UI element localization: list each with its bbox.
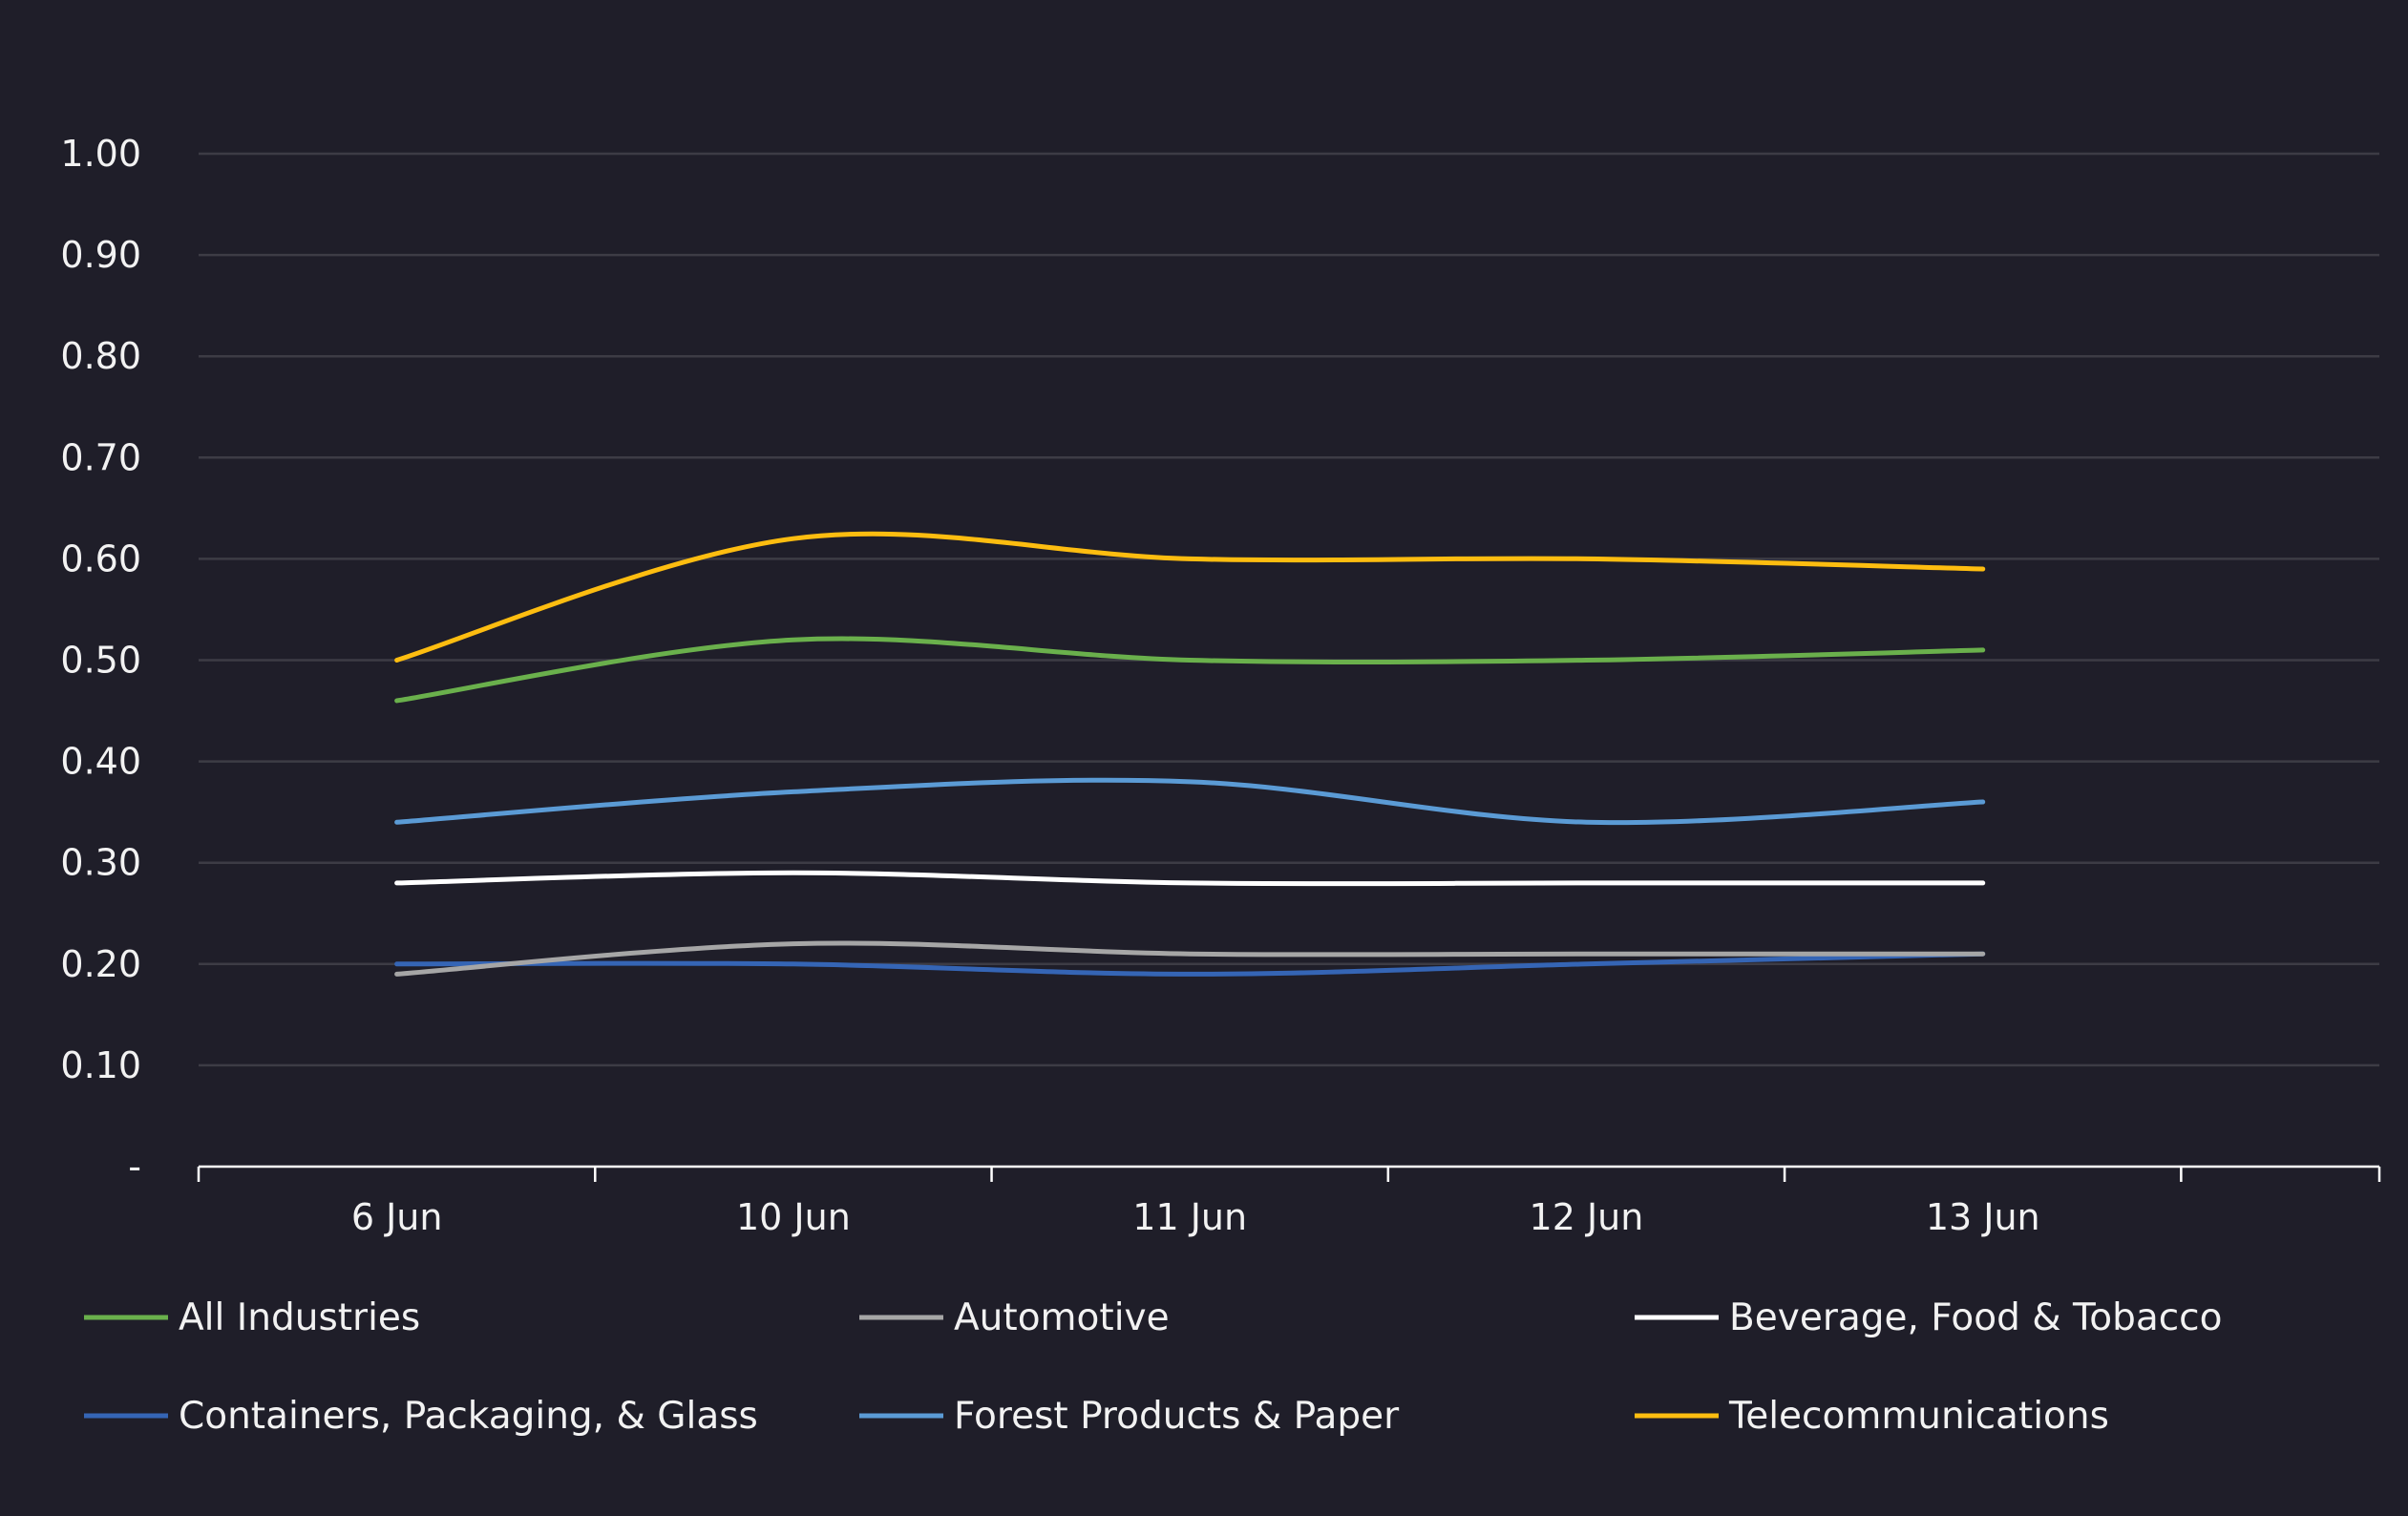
y-tick-label: 0.70 bbox=[60, 436, 141, 478]
y-tick-label: - bbox=[128, 1146, 141, 1188]
x-axis: 6 Jun 10 Jun 11 Jun 12 Jun 13 Jun bbox=[197, 1165, 2381, 1238]
y-tick-label: 0.40 bbox=[60, 741, 141, 783]
y-tick-label: 1.00 bbox=[60, 133, 141, 175]
legend-item-forest-products-paper: Forest Products & Paper bbox=[859, 1395, 1400, 1438]
legend-item-automotive: Automotive bbox=[859, 1296, 1170, 1339]
y-tick-label: 0.20 bbox=[60, 943, 141, 985]
legend-item-telecommunications: Telecommunications bbox=[1635, 1395, 2109, 1438]
legend-label: All Industries bbox=[179, 1296, 420, 1339]
y-tick-label: 0.80 bbox=[60, 335, 141, 377]
series-line-automotive bbox=[394, 940, 1986, 977]
x-tick-label: 13 Jun bbox=[1926, 1196, 2040, 1238]
series-line-beverage-food-tobacco bbox=[394, 870, 1986, 887]
series-line-all-industries bbox=[394, 636, 1986, 704]
legend-item-containers-packaging-glass: Containers, Packaging, & Glass bbox=[84, 1395, 758, 1438]
y-tick-label: 0.30 bbox=[60, 842, 141, 884]
series-line-telecommunications bbox=[394, 531, 1986, 663]
x-tick-label: 11 Jun bbox=[1132, 1196, 1247, 1238]
legend-label: Telecommunications bbox=[1728, 1395, 2109, 1438]
legend: All Industries Automotive Beverage, Food &… bbox=[84, 1296, 2222, 1438]
x-tick-label: 10 Jun bbox=[736, 1196, 851, 1238]
series-line-containers-packaging-glass bbox=[394, 951, 1986, 977]
legend-label: Containers, Packaging, & Glass bbox=[179, 1395, 758, 1438]
legend-label: Automotive bbox=[954, 1296, 1170, 1339]
legend-label: Beverage, Food & Tobacco bbox=[1729, 1296, 2222, 1339]
x-tick-label: 6 Jun bbox=[351, 1196, 443, 1238]
legend-item-beverage-food-tobacco: Beverage, Food & Tobacco bbox=[1635, 1296, 2222, 1339]
y-axis: - 0.10 0.20 0.30 0.40 0.50 0.60 0.70 0.80 0.90 1.0… bbox=[60, 133, 141, 1188]
series-line-forest-products-paper bbox=[394, 777, 1986, 826]
x-tick-label: 12 Jun bbox=[1530, 1196, 1644, 1238]
legend-item-all-industries: All Industries bbox=[84, 1296, 420, 1339]
y-tick-label: 0.90 bbox=[60, 234, 141, 276]
series-lines bbox=[394, 531, 1986, 977]
y-tick-label: 0.10 bbox=[60, 1044, 141, 1086]
y-tick-label: 0.60 bbox=[60, 537, 141, 579]
y-tick-label: 0.50 bbox=[60, 640, 141, 682]
legend-label: Forest Products & Paper bbox=[954, 1395, 1400, 1438]
